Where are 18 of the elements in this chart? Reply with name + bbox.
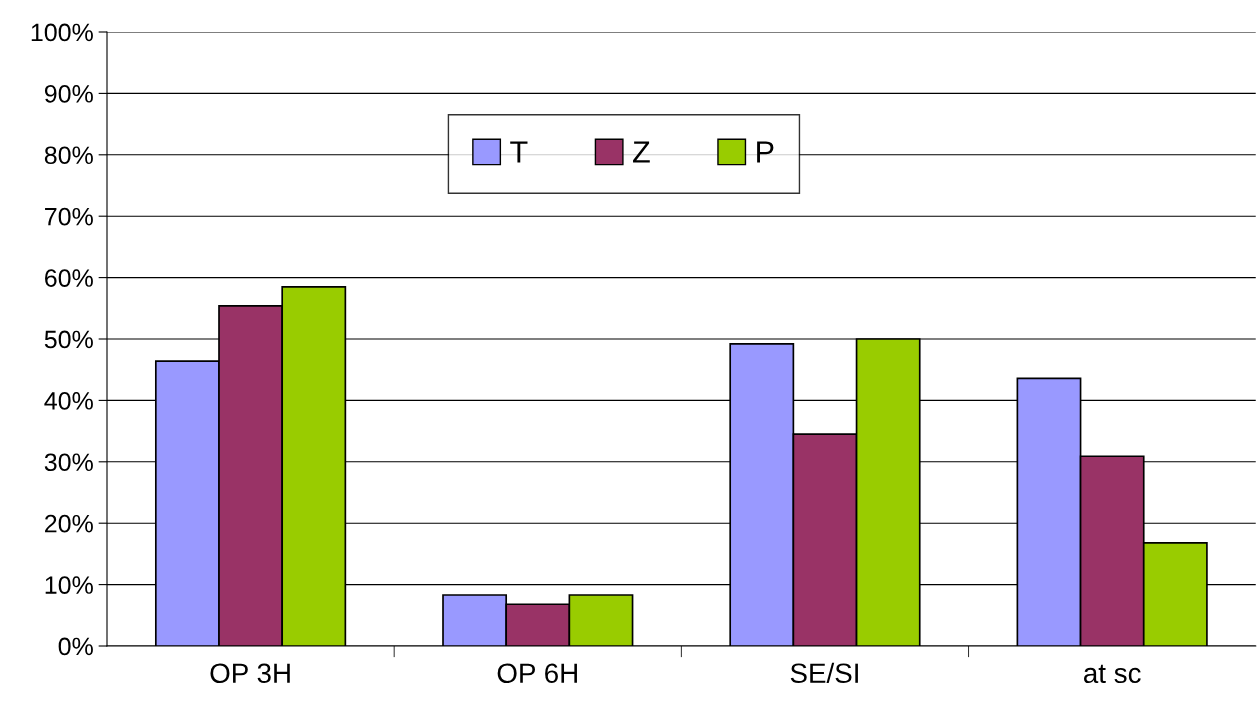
y-tick-label: 20% xyxy=(45,514,93,533)
y-tick-label: 0% xyxy=(58,637,93,656)
x-tick-label: OP 3H xyxy=(210,663,290,684)
y-tick-label: 30% xyxy=(44,453,93,472)
legend-label: T xyxy=(510,141,528,163)
y-tick-label: 10% xyxy=(45,576,93,594)
y-tick-label: 70% xyxy=(45,207,93,226)
legend-label: P xyxy=(757,141,774,163)
y-tick-label: 90% xyxy=(44,85,93,103)
y-tick-label: 80% xyxy=(44,146,93,165)
y-tick-label: 50% xyxy=(44,330,93,349)
x-tick-label: OP 6H xyxy=(497,663,577,684)
y-tick-label: 60% xyxy=(45,269,93,287)
y-tick-label: 100% xyxy=(31,23,93,42)
legend-label: Z xyxy=(633,141,650,163)
x-tick-label: at sc xyxy=(1084,664,1141,684)
x-tick-label: SE/SI xyxy=(790,662,858,684)
y-tick-label: 40% xyxy=(44,392,93,410)
